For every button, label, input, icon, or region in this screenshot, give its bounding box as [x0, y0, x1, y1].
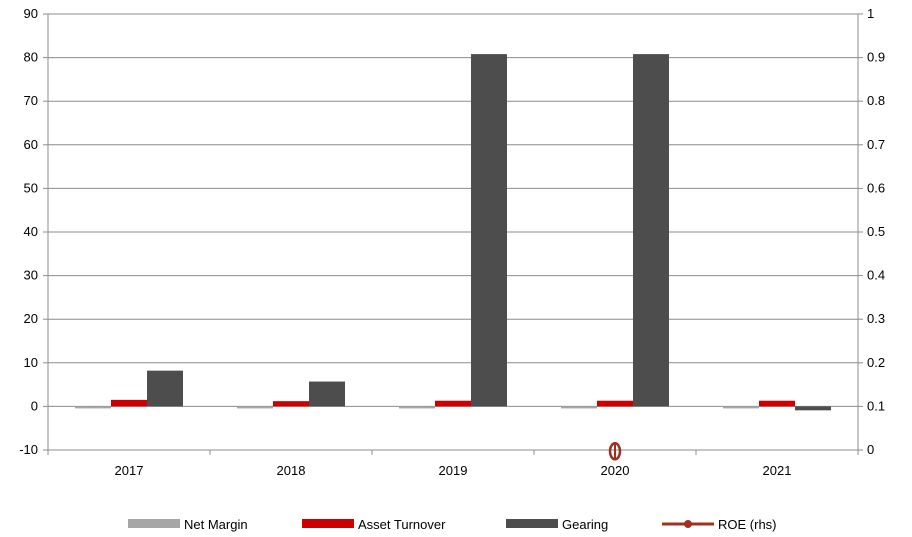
x-tick-label-2017: 2017: [115, 463, 144, 478]
bar-net-margin-2018: [237, 406, 273, 409]
y-tick-label: 90: [24, 6, 38, 21]
roe-line: [608, 442, 622, 461]
legend-label-asset-turnover: Asset Turnover: [358, 517, 446, 532]
bar-gearing-2019: [471, 54, 507, 407]
y-tick-label: 30: [24, 268, 38, 283]
legend-swatch-gearing: [506, 519, 558, 528]
y-tick-labels: -10 0 10 20 30 40 50 60 70 80 90: [19, 6, 38, 457]
bar-gearing-2018: [309, 381, 345, 407]
y-tick-label: 80: [24, 50, 38, 65]
legend-swatch-net-margin: [128, 519, 180, 528]
y-tick-label: 70: [24, 93, 38, 108]
axes: [43, 13, 863, 455]
bar-net-margin-2020: [561, 406, 597, 409]
y-tick-label: 0: [31, 398, 38, 413]
y-tick-label: 20: [24, 311, 38, 326]
y-tick-label: 10: [24, 355, 38, 370]
x-tick-label-2019: 2019: [439, 463, 468, 478]
bar-asset-turnover-2018: [273, 401, 309, 407]
y2-tick-label: 0.8: [867, 93, 885, 108]
bar-net-margin-2019: [399, 406, 435, 409]
x-tick-label-2018: 2018: [277, 463, 306, 478]
bar-net-margin-2017: [75, 406, 111, 409]
y2-tick-label: 0.6: [867, 180, 885, 195]
bar-asset-turnover-2019: [435, 400, 471, 407]
bar-asset-turnover-2017: [111, 399, 147, 407]
y-tick-label: 50: [24, 180, 38, 195]
y-tick-label: 60: [24, 137, 38, 152]
y2-tick-label: 0.7: [867, 137, 885, 152]
x-tick-labels: 2017 2018 2019 2020 2021: [115, 463, 792, 478]
y-tick-label: 40: [24, 224, 38, 239]
legend-marker-roe-rhs: [684, 520, 692, 528]
y2-tick-label: 0.9: [867, 50, 885, 65]
bar-gearing-2021: [795, 406, 831, 411]
y2-tick-label: 0.4: [867, 268, 885, 283]
bars: [75, 54, 831, 411]
y2-tick-label: 0: [867, 442, 874, 457]
x-tick-label-2021: 2021: [763, 463, 792, 478]
y-tick-label: -10: [19, 442, 38, 457]
y2-tick-label: 0.1: [867, 398, 885, 413]
y2-tick-label: 0.5: [867, 224, 885, 239]
bar-asset-turnover-2020: [597, 400, 633, 407]
legend-label-gearing: Gearing: [562, 517, 608, 532]
legend-label-net-margin: Net Margin: [184, 517, 248, 532]
y2-tick-label: 1: [867, 6, 874, 21]
y2-tick-labels: 0 0.1 0.2 0.3 0.4 0.5 0.6 0.7 0.8 0.9 1: [867, 6, 885, 457]
legend-swatch-asset-turnover: [302, 519, 354, 528]
legend-label-roe-rhs: ROE (rhs): [718, 517, 777, 532]
y2-tick-label: 0.2: [867, 355, 885, 370]
bar-gearing-2020: [633, 54, 669, 407]
bar-gearing-2017: [147, 370, 183, 407]
bar-net-margin-2021: [723, 406, 759, 409]
bar-asset-turnover-2021: [759, 400, 795, 407]
legend: Net Margin Asset Turnover Gearing ROE (rhs): [128, 517, 777, 532]
y2-tick-label: 0.3: [867, 311, 885, 326]
x-tick-label-2020: 2020: [601, 463, 630, 478]
